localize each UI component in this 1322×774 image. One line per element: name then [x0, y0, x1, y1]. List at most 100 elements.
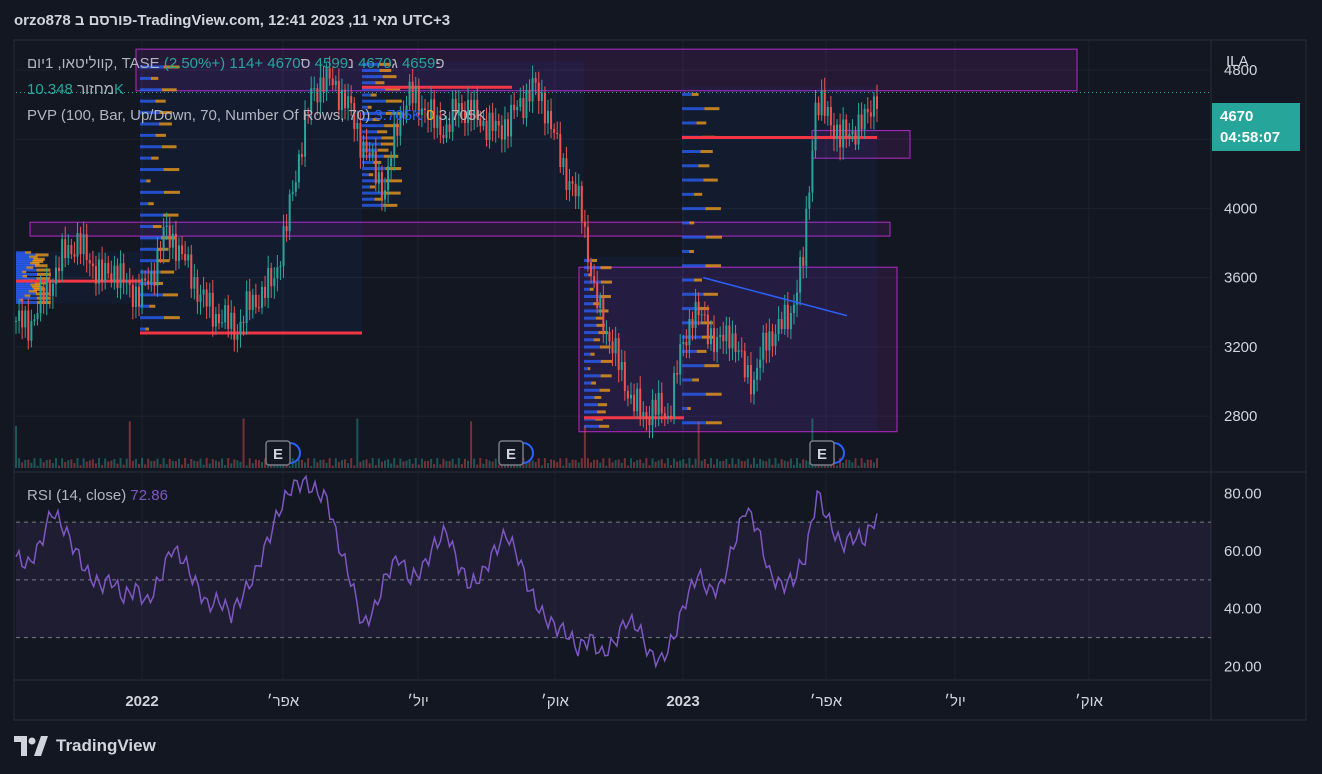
candle-body	[30, 321, 33, 341]
volume-bar	[725, 458, 728, 468]
pvp-legend[interactable]: PVP (100, Bar, Up/Down, 70, Number Of Ro…	[27, 107, 486, 124]
volume-bar	[796, 458, 799, 468]
candle-body	[743, 351, 746, 378]
candle-body	[420, 108, 423, 115]
profile-bar-up	[140, 247, 158, 251]
profile-bar-down	[704, 107, 720, 111]
volume-bar	[571, 459, 574, 468]
volume-bar	[749, 464, 752, 468]
candle-body	[476, 99, 479, 119]
volume-bar	[445, 461, 448, 468]
volume-bar	[417, 464, 420, 468]
rsi-legend[interactable]: RSI (14, close) 72.86	[27, 487, 168, 504]
candle-body	[224, 305, 227, 323]
candle-body	[633, 394, 636, 412]
candle-body	[700, 314, 703, 316]
profile-bar-up	[140, 236, 162, 240]
volume-bar	[365, 459, 368, 468]
candle-body	[706, 314, 709, 345]
candle-body	[147, 280, 150, 285]
profile-bar-down	[689, 221, 695, 225]
volume-bar	[605, 465, 608, 468]
volume-bar	[322, 459, 325, 468]
volume-bar	[300, 459, 303, 468]
candle-body	[759, 359, 762, 368]
volume-bar	[147, 458, 150, 468]
candle-body	[70, 244, 73, 255]
profile-area	[140, 61, 362, 335]
candle-body	[780, 319, 783, 329]
candle-body	[479, 118, 482, 127]
volume-bar	[227, 458, 230, 468]
profile-bar-down	[385, 99, 402, 103]
candle-body	[866, 108, 869, 113]
volume-bar	[559, 458, 562, 468]
publish-header: orzo878 פורסם ב-TradingView.com, 12:41 2…	[14, 12, 451, 29]
time-tick-label: 2022	[125, 693, 158, 710]
profile-bar-down	[155, 99, 166, 103]
profile-bar-up	[682, 335, 702, 339]
profile-bar-down	[22, 270, 27, 274]
open-value: 4659	[401, 55, 436, 72]
volume-bar	[101, 464, 104, 468]
candle-body	[371, 150, 374, 156]
candle-body	[500, 125, 503, 140]
profile-bar-down	[689, 249, 694, 253]
candle-body	[344, 89, 347, 109]
candle-body	[18, 310, 21, 321]
profile-bar-up	[16, 251, 26, 255]
volume-bar	[39, 458, 42, 468]
profile-bar-up	[584, 352, 591, 356]
profile-bar-up	[584, 295, 601, 299]
candle-body	[27, 310, 30, 341]
profile-bar-up	[16, 290, 29, 294]
profile-bar-up	[682, 364, 705, 368]
volume-bar	[79, 465, 82, 468]
volume-bar	[482, 463, 485, 468]
symbol-legend[interactable]: קווליטאו, 1יום, TASE פ4659 ג4670 נ4599 ס…	[27, 55, 444, 72]
profile-bar-up	[682, 378, 693, 382]
candle-body	[553, 128, 556, 133]
currency-label: ILA	[1226, 53, 1249, 70]
candle-body	[184, 254, 187, 261]
volume-bar	[368, 463, 371, 468]
price-tick-label: 2800	[1224, 408, 1257, 425]
volume-bar	[580, 458, 583, 468]
profile-bar-down	[367, 105, 372, 109]
volume-bar	[848, 459, 851, 468]
candle-body	[605, 331, 608, 334]
profile-bar-up	[682, 178, 704, 182]
profile-bar-up	[140, 168, 164, 172]
volume-bar	[709, 458, 712, 468]
volume-bar	[402, 461, 405, 468]
volume-bar	[519, 465, 522, 468]
candle-body	[24, 310, 27, 328]
profile-bar-up	[584, 395, 595, 399]
volume-bar	[64, 461, 67, 468]
tradingview-logo[interactable]: TradingView	[14, 736, 156, 756]
profile-bar-down	[705, 235, 722, 239]
volume-legend[interactable]: מחזור 10.348K	[27, 81, 124, 98]
grid-lines	[16, 40, 1211, 680]
candle-body	[669, 415, 672, 418]
volume-bar	[688, 458, 691, 468]
volume-bar	[780, 459, 783, 468]
profile-bar-down	[151, 156, 159, 160]
profile-bar-up	[584, 316, 596, 320]
profile-bar-down	[155, 133, 166, 137]
volume-bar	[42, 462, 45, 468]
volume-bar	[371, 458, 374, 468]
volume-bar	[110, 460, 113, 468]
candle-body	[796, 292, 799, 305]
candle-body	[568, 181, 571, 190]
volume-bar	[304, 462, 307, 468]
candle-body	[682, 342, 685, 345]
candle-body	[654, 399, 657, 415]
volume-bar	[460, 464, 463, 468]
candle-body	[165, 225, 168, 227]
volume-bar	[141, 458, 144, 468]
time-tick-label: אפר׳	[267, 693, 300, 710]
candle-body	[596, 282, 599, 309]
volume-bar	[316, 462, 319, 468]
